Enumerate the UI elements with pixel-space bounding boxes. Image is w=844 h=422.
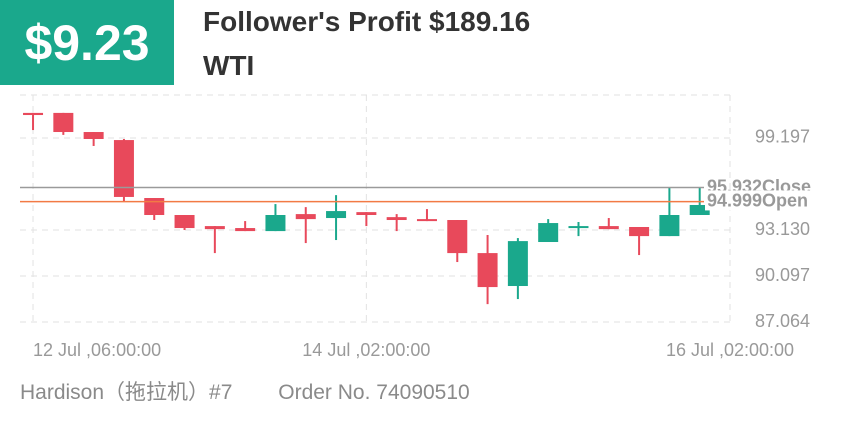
y-tick-label: 93.130 [755,219,810,239]
candle-body [386,217,407,221]
x-tick-label: 12 Jul ,06:00:00 [33,340,161,360]
candle-body [568,226,589,229]
candle-body [538,223,559,243]
reference-label: 94.999Open [707,190,808,210]
trader: Hardison（拖拉机）#7 [20,381,233,404]
y-tick-label: 87.064 [755,311,810,331]
candle-body [507,241,528,287]
profit-title: Follower's Profit $189.16 [203,6,531,37]
candle-body [113,140,134,197]
candle-body [447,220,468,254]
order-number: Order No. 74090510 [278,381,470,404]
candle-body [144,198,165,216]
candle-body [689,204,710,216]
candle-body [83,132,104,139]
x-tick-label: 16 Jul ,02:00:00 [666,340,794,360]
x-tick-label: 14 Jul ,02:00:00 [302,340,430,360]
label-background [705,190,811,211]
chart: 87.064 90.097 93.130 99.197 12 Jul ,06:00:00… [20,94,811,360]
candle-body [53,112,74,133]
candle-body [356,212,377,216]
candle-body [235,228,256,232]
y-tick-label: 90.097 [755,265,810,285]
candle-body [598,226,619,230]
candle-body [265,215,286,232]
candle-body [295,214,316,220]
candle-body [23,112,44,116]
candle-body [659,215,680,237]
candle-body [629,226,650,237]
candle-body [477,253,498,288]
candle-body [326,211,347,219]
candle-body [204,226,225,230]
amount-badge: $9.23 [0,0,174,85]
y-tick-label: 99.197 [755,127,810,147]
candle-body [416,219,437,222]
symbol: WTI [203,50,255,81]
footer: Hardison（拖拉机）#7 Order No. 74090510 [20,376,510,406]
candle-body [174,215,195,229]
